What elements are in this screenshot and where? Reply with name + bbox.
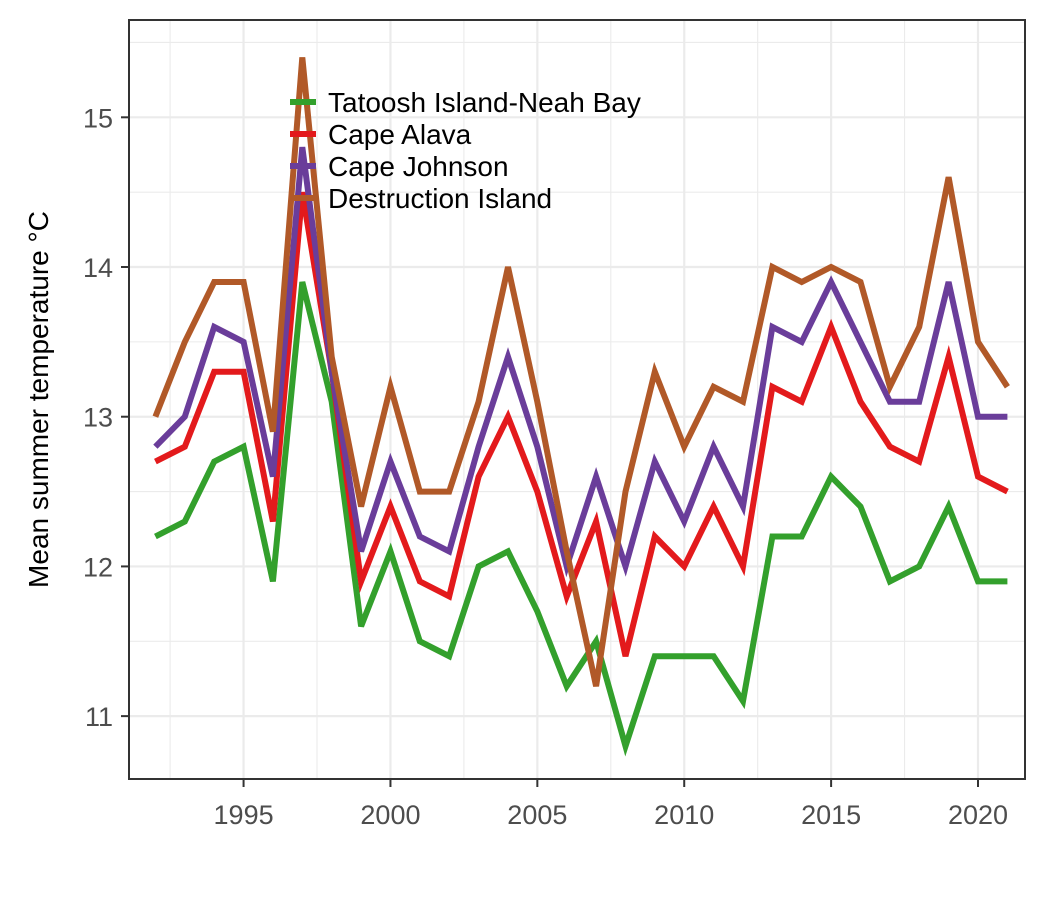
- series-line-cape-alava: [154, 191, 1009, 657]
- y-tick-label: 11: [85, 702, 113, 732]
- legend-label: Tatoosh Island-Neah Bay: [328, 87, 641, 118]
- x-tick-label: 1995: [214, 800, 274, 830]
- y-axis: 11 12 13 14 15: [83, 103, 129, 732]
- x-tick-label: 2010: [654, 800, 714, 830]
- legend-label: Cape Alava: [328, 119, 472, 150]
- x-tick-label: 2020: [948, 800, 1008, 830]
- series-line-tatoosh-island-neah-bay: [154, 281, 1008, 757]
- x-tick-label: 2015: [801, 800, 861, 830]
- y-tick-label: 13: [83, 403, 113, 433]
- legend-label: Cape Johnson: [328, 151, 509, 182]
- y-tick-label: 12: [83, 552, 113, 582]
- x-axis: 1995 2000 2005 2010 2015 2020: [214, 779, 1008, 830]
- x-tick-label: 2000: [360, 800, 420, 830]
- y-axis-title: Mean summer temperature °C: [23, 211, 54, 588]
- x-tick-label: 2005: [507, 800, 567, 830]
- legend-label: Destruction Island: [328, 183, 552, 214]
- y-tick-label: 14: [83, 253, 113, 283]
- series-line-destruction-island: [152, 57, 1010, 687]
- series-line-cape-johnson: [153, 146, 1008, 578]
- y-tick-label: 15: [83, 103, 113, 133]
- plot-panel-border: [128, 19, 1026, 780]
- series-lines: [152, 57, 1010, 757]
